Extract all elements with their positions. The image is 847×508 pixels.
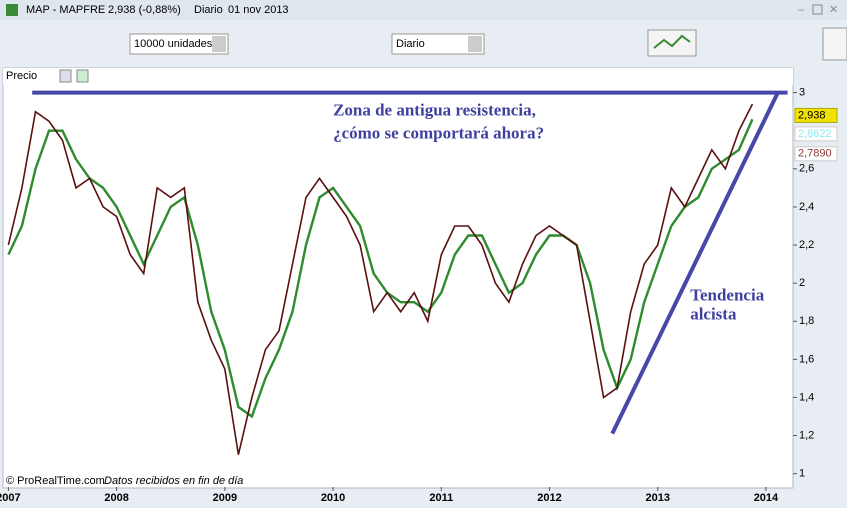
y-tick-label: 3 [799, 87, 805, 99]
side-button[interactable] [822, 27, 847, 61]
x-tick-label: 2010 [321, 492, 345, 504]
panel-button[interactable] [59, 69, 72, 83]
annotation: ¿cómo se comportará ahora? [333, 123, 544, 142]
x-tick-label: 2007 [0, 492, 21, 504]
price-tag-label: 2,7890 [798, 148, 832, 160]
y-tick-label: 2,6 [799, 163, 814, 175]
quantity-dropdown[interactable] [129, 33, 229, 55]
minimize[interactable]: – [798, 4, 805, 16]
indicator-icon [653, 34, 691, 49]
price-line [7, 118, 754, 419]
price-tag [794, 126, 838, 142]
period: Diario [194, 4, 223, 16]
annotation: Tendencia [690, 285, 765, 304]
x-tick-label: 2014 [754, 492, 779, 504]
y-tick-label: 2 [799, 277, 805, 289]
app-icon [6, 4, 18, 16]
chart-panel [2, 67, 794, 489]
y-tick-label: 1,4 [799, 391, 814, 403]
x-tick-label: 2013 [645, 492, 669, 504]
price-line [7, 103, 754, 455]
indicator-button[interactable] [647, 29, 697, 57]
x-tick-label: 2009 [213, 492, 237, 504]
price-tag-label: 2,8622 [798, 128, 832, 140]
date: 01 nov 2013 [228, 4, 289, 16]
annotation: alcista [690, 304, 737, 323]
panel-label: Precio [6, 70, 37, 82]
symbol: MAP - MAPFRE [26, 4, 105, 16]
copyright: © ProRealTime.com [6, 475, 105, 487]
dropdown-arrow [212, 36, 226, 52]
footer-note: Datos recibidos en fin de día [104, 475, 243, 487]
timeframe-dropdown[interactable] [391, 33, 485, 55]
panel-header [3, 68, 793, 85]
dropdown-arrow [468, 36, 482, 52]
maximize[interactable] [812, 4, 823, 15]
price-tag-label: 2,938 [798, 109, 826, 121]
price-tag [794, 107, 838, 123]
x-tick-label: 2011 [429, 492, 453, 504]
trend-line [610, 91, 780, 435]
y-tick-label: 1 [799, 468, 805, 480]
title-bar [0, 0, 847, 20]
y-tick-label: 2,2 [799, 239, 814, 251]
y-tick-label: 1,8 [799, 315, 814, 327]
y-tick-label: 1,2 [799, 429, 814, 441]
panel-button[interactable] [76, 69, 89, 83]
timeframe: Diario [396, 38, 425, 50]
y-tick-label: 2,4 [799, 201, 814, 213]
price-tag [794, 146, 838, 162]
y-tick-label: 1,6 [799, 353, 814, 365]
quantity: 10000 unidades [134, 38, 213, 50]
annotation: Zona de antigua resistencia, [333, 101, 536, 120]
x-tick-label: 2012 [537, 492, 561, 504]
x-tick-label: 2008 [104, 492, 128, 504]
quote: 2,938 (-0,88%) [108, 4, 181, 16]
close[interactable]: ✕ [829, 4, 838, 16]
